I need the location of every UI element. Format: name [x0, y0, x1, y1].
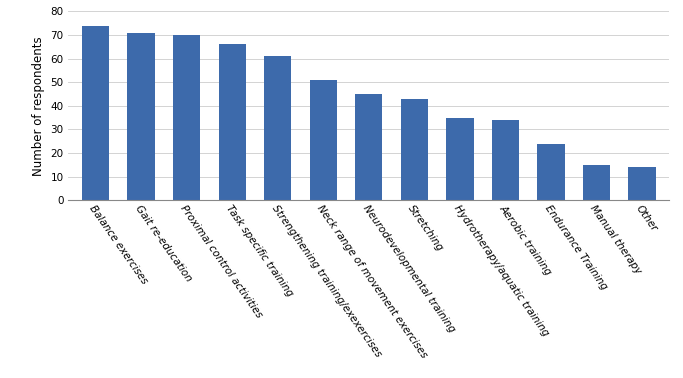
Bar	[264, 56, 292, 200]
Bar	[492, 120, 519, 200]
Bar	[355, 94, 382, 200]
Bar	[173, 35, 200, 200]
Bar	[219, 45, 246, 200]
Y-axis label: Number of respondents: Number of respondents	[31, 36, 45, 176]
Bar	[583, 165, 610, 200]
Bar	[82, 26, 109, 200]
Bar	[538, 144, 565, 200]
Bar	[628, 167, 656, 200]
Bar	[401, 99, 428, 200]
Bar	[309, 80, 337, 200]
Bar	[446, 118, 473, 200]
Bar	[128, 33, 155, 200]
